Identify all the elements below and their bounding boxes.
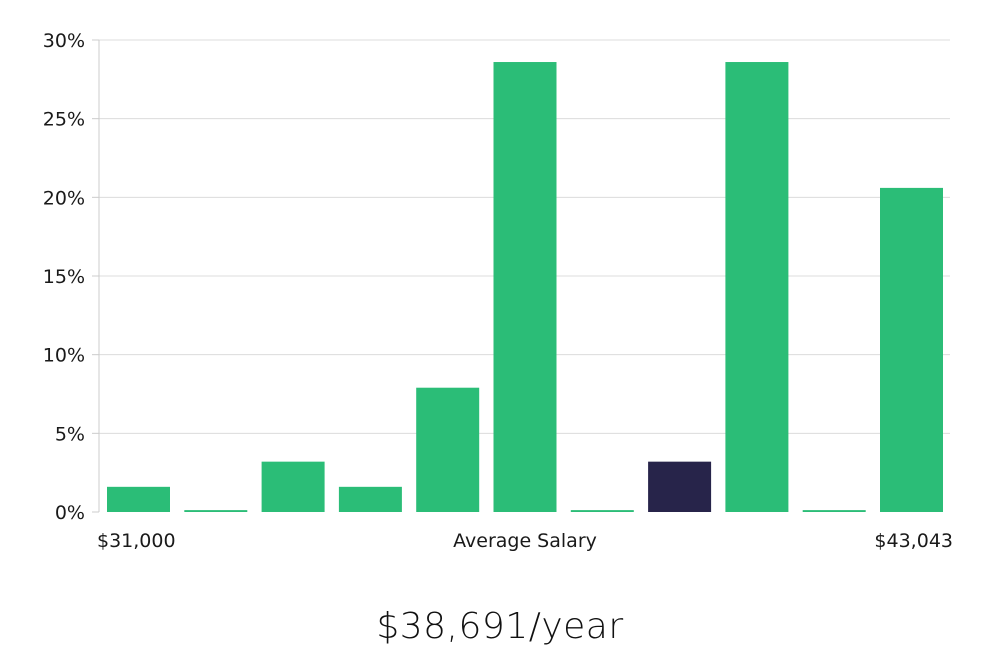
average-salary-headline: $38,691/year xyxy=(376,606,624,647)
x-axis-start-label: $31,000 xyxy=(97,530,176,552)
y-tick-label: 20% xyxy=(43,187,85,209)
y-tick-label: 25% xyxy=(43,109,85,131)
y-tick-label: 10% xyxy=(43,345,85,367)
bar xyxy=(107,486,170,512)
y-tick-label: 30% xyxy=(43,30,85,52)
bars xyxy=(107,62,943,513)
x-axis-title: Average Salary xyxy=(453,530,597,552)
bar xyxy=(880,187,943,513)
y-axis: 0% 5% 10% 15% 20% 25% 30% xyxy=(43,30,100,524)
y-tick-label: 5% xyxy=(55,423,85,445)
bar xyxy=(261,461,325,512)
x-axis-end-label: $43,043 xyxy=(874,530,953,552)
bar xyxy=(338,486,402,512)
bar xyxy=(493,62,557,512)
bar xyxy=(725,62,789,512)
bar xyxy=(184,510,248,512)
bar-highlight xyxy=(648,461,712,512)
bar xyxy=(802,510,866,512)
x-axis-labels: $31,000 Average Salary $43,043 xyxy=(97,530,953,552)
y-tick-label: 15% xyxy=(43,266,85,288)
bar xyxy=(570,510,634,512)
bar xyxy=(416,387,480,512)
y-tick-label: 0% xyxy=(55,502,85,524)
chart-canvas: 0% 5% 10% 15% 20% 25% 30% $31,000 Average Sala… xyxy=(43,30,953,552)
